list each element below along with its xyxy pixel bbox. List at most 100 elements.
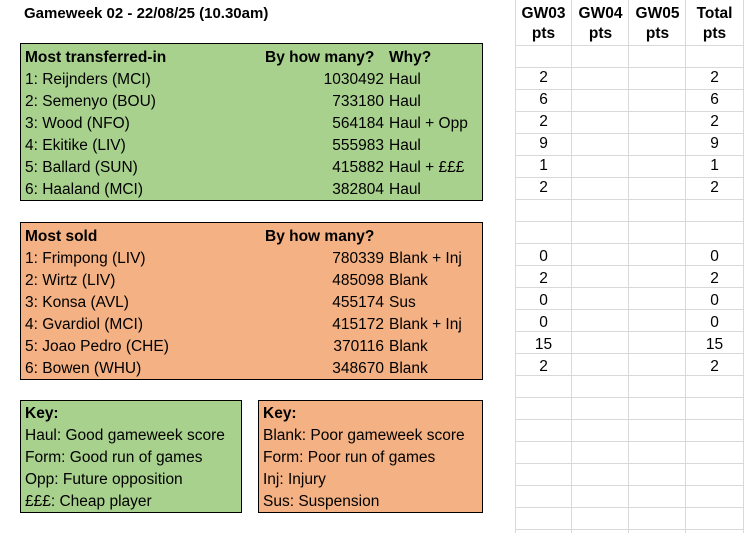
transfer-count: 780339 xyxy=(332,250,384,267)
key-item: Haul: Good gameweek score xyxy=(25,427,225,444)
transferred-in-table: Most transferred-in By how many? Why? 1:… xyxy=(20,43,483,201)
table-row: 6: Haaland (MCI) 382804 Haul xyxy=(21,179,482,201)
total-points: 6 xyxy=(710,91,719,108)
transfer-count: 1030492 xyxy=(323,71,384,88)
total-points: 1 xyxy=(710,157,719,174)
table-row: 5: Ballard (SUN) 415882 Haul + £££ xyxy=(21,157,482,179)
most-sold-title: Most sold xyxy=(25,228,98,245)
most-sold-header: Most sold By how many? xyxy=(21,226,482,248)
transfer-count: 370116 xyxy=(333,338,384,355)
player-name: 6: Haaland (MCI) xyxy=(25,181,144,198)
table-row: 1: Frimpong (LIV) 780339 Blank + Inj xyxy=(21,248,482,270)
gw03-points: 15 xyxy=(534,336,553,353)
player-name: 1: Reijnders (MCI) xyxy=(25,71,151,88)
key-item: Sus: Suspension xyxy=(263,493,380,510)
total-points: 2 xyxy=(710,69,719,86)
transfer-count: 415172 xyxy=(332,316,384,333)
how-many-header: By how many? xyxy=(265,49,375,66)
gw03-points: 0 xyxy=(539,248,548,265)
reason: Haul + Opp xyxy=(389,115,468,132)
table-row: 4: Gvardiol (MCI) 415172 Blank + Inj xyxy=(21,314,482,336)
transfer-count: 485098 xyxy=(332,272,384,289)
player-name: 5: Ballard (SUN) xyxy=(25,159,138,176)
gw03-points: 2 xyxy=(539,179,548,196)
player-name: 4: Gvardiol (MCI) xyxy=(25,316,143,333)
total-points: 2 xyxy=(710,358,719,375)
key-item: Inj: Injury xyxy=(263,471,326,488)
player-name: 4: Ekitike (LIV) xyxy=(25,137,126,154)
transfer-count: 564184 xyxy=(332,115,384,132)
reason: Haul xyxy=(389,137,421,154)
key-item: Form: Good run of games xyxy=(25,449,203,466)
player-name: 1: Frimpong (LIV) xyxy=(25,250,146,267)
gw04-pts-label: pts xyxy=(588,25,613,42)
how-many-header: By how many? xyxy=(265,228,375,245)
total-header: Total xyxy=(696,5,733,22)
player-name: 5: Joao Pedro (CHE) xyxy=(25,338,169,355)
player-name: 6: Bowen (WHU) xyxy=(25,360,142,377)
transfer-count: 455174 xyxy=(332,294,384,311)
table-row: 3: Konsa (AVL) 455174 Sus xyxy=(21,292,482,314)
gw03-points: 2 xyxy=(539,113,548,130)
gw03-points: 1 xyxy=(539,157,548,174)
gw03-points: 6 xyxy=(539,91,548,108)
player-name: 3: Wood (NFO) xyxy=(25,115,130,132)
transfer-count: 348670 xyxy=(332,360,384,377)
gw03-points: 2 xyxy=(539,270,548,287)
transferred-in-header: Most transferred-in By how many? Why? xyxy=(21,47,482,69)
gw03-points: 2 xyxy=(539,358,548,375)
table-row: 3: Wood (NFO) 564184 Haul + Opp xyxy=(21,113,482,135)
total-points: 0 xyxy=(710,248,719,265)
reason: Blank xyxy=(389,338,428,355)
player-name: 2: Semenyo (BOU) xyxy=(25,93,156,110)
reason: Blank xyxy=(389,272,428,289)
transfer-count: 382804 xyxy=(332,181,384,198)
table-row: 6: Bowen (WHU) 348670 Blank xyxy=(21,358,482,380)
key-item: Opp: Future opposition xyxy=(25,471,183,488)
reason: Blank + Inj xyxy=(389,316,462,333)
key-item: Blank: Poor gameweek score xyxy=(263,427,465,444)
gw05-header: GW05 xyxy=(635,5,680,22)
table-row: 4: Ekitike (LIV) 555983 Haul xyxy=(21,135,482,157)
gw03-points: 2 xyxy=(539,69,548,86)
reason: Blank xyxy=(389,360,428,377)
gw03-header: GW03 xyxy=(521,5,566,22)
points-grid: GW03 GW04 GW05 Total pts pts pts pts 2 2… xyxy=(515,0,744,533)
gw03-points: 0 xyxy=(539,292,548,309)
total-points: 15 xyxy=(705,336,724,353)
key-item: £££: Cheap player xyxy=(25,493,152,510)
player-name: 2: Wirtz (LIV) xyxy=(25,272,116,289)
total-points: 0 xyxy=(710,314,719,331)
key-item: Form: Poor run of games xyxy=(263,449,436,466)
gw05-pts-label: pts xyxy=(645,25,670,42)
transfer-count: 733180 xyxy=(332,93,384,110)
transferred-in-title: Most transferred-in xyxy=(25,49,167,66)
key-title: Key: xyxy=(263,405,297,422)
gw03-points: 0 xyxy=(539,314,548,331)
reason: Haul xyxy=(389,181,421,198)
reason: Haul + £££ xyxy=(389,159,465,176)
reason: Haul xyxy=(389,93,421,110)
total-points: 2 xyxy=(710,179,719,196)
total-points: 9 xyxy=(710,135,719,152)
gw03-points: 9 xyxy=(539,135,548,152)
gw04-header: GW04 xyxy=(578,5,623,22)
total-points: 0 xyxy=(710,292,719,309)
key-green-box: Key: Haul: Good gameweek score Form: Goo… xyxy=(20,400,242,513)
table-row: 1: Reijnders (MCI) 1030492 Haul xyxy=(21,69,482,91)
gw03-pts-label: pts xyxy=(531,25,556,42)
reason: Blank + Inj xyxy=(389,250,462,267)
table-row: 5: Joao Pedro (CHE) 370116 Blank xyxy=(21,336,482,358)
reason: Haul xyxy=(389,71,421,88)
most-sold-table: Most sold By how many? 1: Frimpong (LIV)… xyxy=(20,222,483,380)
transfer-count: 415882 xyxy=(332,159,384,176)
reason: Sus xyxy=(389,294,416,311)
total-pts-label: pts xyxy=(702,25,727,42)
transfer-count: 555983 xyxy=(332,137,384,154)
player-name: 3: Konsa (AVL) xyxy=(25,294,129,311)
key-orange-box: Key: Blank: Poor gameweek score Form: Po… xyxy=(258,400,483,513)
total-points: 2 xyxy=(710,270,719,287)
key-title: Key: xyxy=(25,405,59,422)
why-header: Why? xyxy=(389,49,432,66)
page-title: Gameweek 02 - 22/08/25 (10.30am) xyxy=(24,5,269,22)
